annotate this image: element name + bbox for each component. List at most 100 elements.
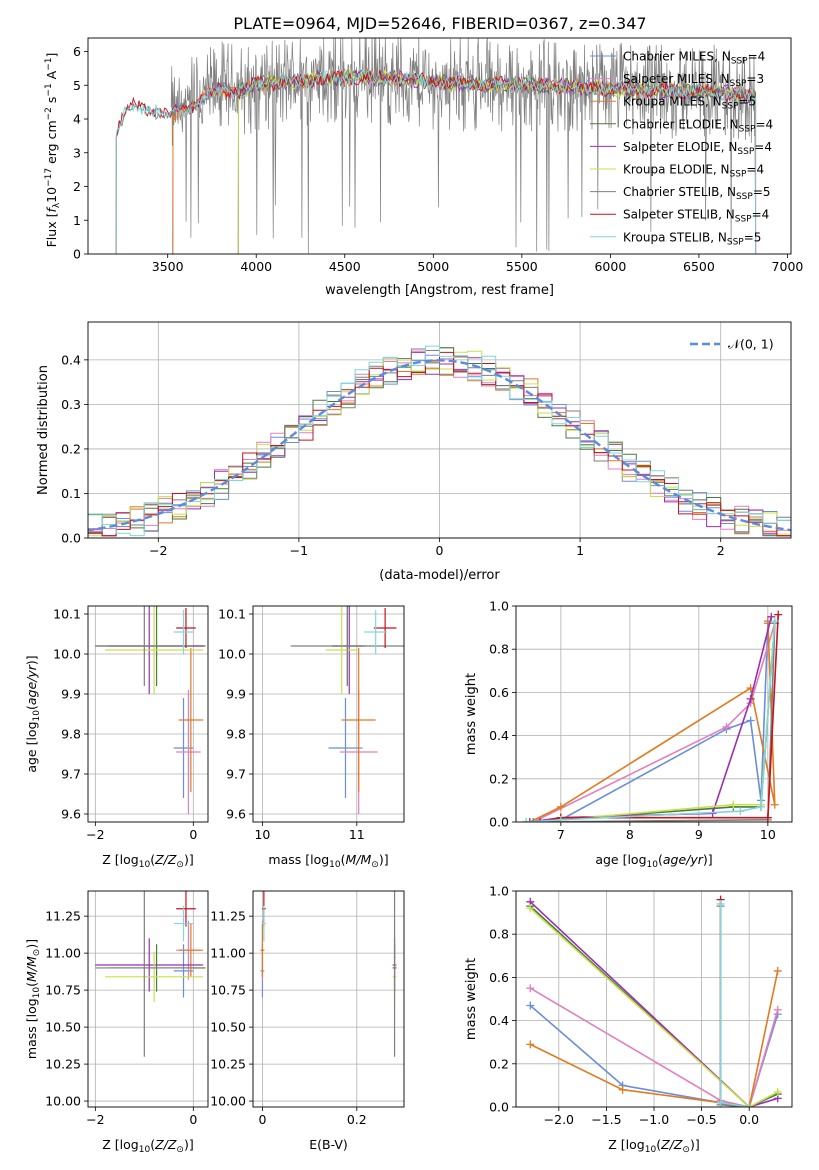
y-axis-label: mass [log10​(M/M⊙​)] — [24, 939, 42, 1059]
y-tick-label: 11.25 — [45, 909, 81, 924]
weight-point-marker — [556, 815, 565, 822]
y-tick-label: 11.00 — [45, 946, 81, 961]
x-tick-label: 5500 — [506, 259, 538, 274]
y-tick-label: 10.1 — [218, 607, 246, 622]
y-axis-label: Flux [fλ​10−17​ erg cm−2​ s−1​ A−1​] — [44, 53, 62, 248]
x-tick-label: −2 — [86, 827, 104, 842]
x-tick-label: 7 — [557, 827, 565, 842]
legend: Chabrier MILES, NSSP​=4 Salpeter MILES, N… — [590, 50, 773, 247]
y-tick-label: 9.7 — [61, 767, 81, 782]
x-tick-label: 9 — [695, 827, 703, 842]
weight-series-line — [526, 621, 776, 822]
weight-point-marker — [525, 818, 534, 822]
weight-point-marker — [773, 1005, 782, 1014]
x-tick-label: 5000 — [417, 259, 449, 274]
y-tick-label: 1 — [73, 213, 81, 228]
y-tick-label: 0 — [73, 247, 81, 262]
x-tick-label: 3500 — [152, 259, 184, 274]
legend-entry: Salpeter STELIB, NSSP​=4 — [623, 208, 769, 225]
x-tick-label: 4500 — [329, 259, 361, 274]
weight-series-line — [529, 905, 779, 1107]
axes: −2 0 10.00 10.25 10.50 10.75 11.00 11.25 — [45, 909, 197, 1127]
gridlines — [516, 890, 792, 1108]
plot-body — [526, 895, 782, 1107]
y-tick-label: 1.0 — [489, 599, 509, 614]
y-tick-label: 0.8 — [489, 927, 509, 942]
panel-mass_vs_Z: −2 0 10.00 10.25 10.50 10.75 11.00 11.25 Z [log1… — [24, 890, 209, 1155]
weight-point-marker — [773, 966, 782, 975]
axes: 0 0.2 10.00 10.25 10.50 10.75 11.00 11.25 — [210, 909, 367, 1127]
figure-title: PLATE=0964, MJD=52646, FIBERID=0367, z=0… — [233, 14, 646, 33]
weight-series-line — [529, 907, 779, 1107]
x-axis-label: age [log10​(age/yr)] — [595, 852, 712, 870]
y-tick-label: 11.00 — [210, 946, 246, 961]
weight-series-line — [532, 623, 776, 822]
weight-point-marker — [716, 899, 725, 908]
x-tick-label: 0 — [189, 1112, 197, 1127]
x-tick-label: 6000 — [594, 259, 626, 274]
x-tick-label: 0 — [258, 1112, 266, 1127]
x-tick-label: 10 — [760, 827, 776, 842]
axes: 3500 4000 4500 5000 5500 6000 6500 7000 0 1 2 3 4 5 6 — [73, 44, 803, 274]
weight-series-line — [533, 623, 776, 822]
legend-entry: Chabrier ELODIE, NSSP​=4 — [623, 117, 773, 134]
weight-series-line — [540, 614, 779, 822]
axes: −2 −1 0 1 2 0.0 0.1 0.2 0.3 0.4 — [61, 352, 725, 558]
y-tick-label: 6 — [73, 44, 81, 59]
x-axis-label: Z [log10​(Z/Z⊙​)] — [102, 1137, 193, 1155]
axes-frame — [252, 605, 405, 823]
weight-series-line — [719, 906, 750, 1107]
y-tick-label: 9.9 — [61, 687, 81, 702]
weight-series-line — [529, 987, 779, 1107]
legend-entry: Chabrier MILES, NSSP​=4 — [623, 50, 765, 67]
weight-series-line — [529, 621, 776, 822]
y-tick-label: 0.6 — [489, 970, 509, 985]
weight-point-marker — [745, 1103, 754, 1107]
y-axis-label: age [log10​(age/yr)] — [24, 655, 42, 772]
y-tick-label: 10.0 — [53, 647, 81, 662]
y-tick-label: 10.50 — [45, 1020, 81, 1035]
axes-frame — [252, 890, 405, 1108]
weight-point-marker — [526, 984, 535, 993]
x-tick-label: −2.0 — [544, 1112, 574, 1127]
x-tick-label: 8 — [626, 827, 634, 842]
y-tick-label: 10.50 — [210, 1020, 246, 1035]
weight-point-marker — [770, 617, 779, 626]
x-tick-label: −0.5 — [686, 1112, 716, 1127]
y-tick-label: 10.1 — [53, 607, 81, 622]
weight-point-marker — [729, 800, 738, 809]
y-tick-label: 0.4 — [61, 352, 81, 367]
weight-point-marker — [763, 813, 772, 822]
spectrum-model-line — [115, 69, 757, 254]
x-axis-label: Z [log10​(Z/Z⊙​)] — [102, 852, 193, 870]
y-tick-label: 9.7 — [226, 767, 246, 782]
weight-series-line — [529, 901, 778, 1107]
y-tick-label: 0.4 — [489, 728, 509, 743]
x-tick-label: 0 — [436, 543, 444, 558]
weight-series-line — [526, 621, 776, 822]
y-tick-label: 0.0 — [61, 531, 81, 546]
panel-age_vs_Z: −2 0 9.6 9.7 9.8 9.9 10.0 10.1 Z [log10​(Z/Z⊙​)]… — [24, 605, 209, 870]
spectrum-model-line — [115, 68, 757, 254]
gridlines — [253, 606, 404, 822]
y-tick-label: 0.0 — [489, 1100, 509, 1115]
y-tick-label: 9.8 — [61, 727, 81, 742]
y-axis-label: mass weight — [464, 958, 479, 1040]
weight-point-marker — [770, 800, 779, 809]
weight-point-marker — [756, 802, 765, 811]
y-tick-label: 10.00 — [45, 1094, 81, 1109]
y-tick-label: 10.25 — [210, 1057, 246, 1072]
panel-mass_vs_ebv: 0 0.2 10.00 10.25 10.50 10.75 11.00 11.25 E(B-V) — [210, 890, 405, 1152]
legend-entry: Chabrier STELIB, NSSP​=5 — [623, 185, 771, 202]
y-tick-label: 11.25 — [210, 909, 246, 924]
axes-frame — [87, 605, 209, 823]
weight-point-marker — [773, 1087, 782, 1096]
gridlines — [88, 606, 208, 822]
x-axis-label: E(B-V) — [309, 1137, 348, 1152]
legend-entry: Kroupa ELODIE, NSSP​=4 — [623, 163, 764, 180]
y-tick-label: 10.0 — [218, 647, 246, 662]
legend-entry: Kroupa STELIB, NSSP​=5 — [623, 230, 761, 247]
panel-weight_vs_Z: −2.0 −1.5 −1.0 −0.5 0.0 0.0 0.2 0.4 0.6 0.8 1.0 Z [… — [464, 884, 793, 1155]
legend-entry: 𝒩(0, 1) — [728, 337, 774, 352]
y-tick-label: 0.0 — [489, 815, 509, 830]
